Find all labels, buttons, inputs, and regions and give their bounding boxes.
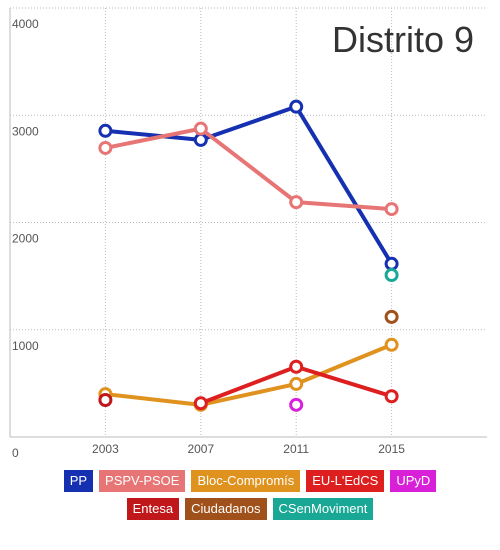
series-line [105, 126, 392, 212]
y-tick-label: 2000 [12, 232, 39, 246]
data-point [193, 121, 208, 136]
data-point [98, 392, 113, 407]
data-point [289, 359, 304, 374]
y-tick-label: 4000 [12, 17, 39, 31]
x-tick-label: 2003 [92, 442, 119, 456]
y-tick-label: 3000 [12, 124, 39, 138]
legend-item[interactable]: UPyD [390, 470, 437, 492]
data-point [193, 396, 208, 411]
legend-item[interactable]: EU-L'EdCS [306, 470, 385, 492]
series-line [105, 342, 393, 407]
y-tick-label: 0 [12, 446, 19, 460]
legend-item[interactable]: PP [63, 470, 94, 492]
data-point [384, 337, 399, 352]
data-point [384, 256, 399, 271]
data-point [289, 376, 304, 391]
data-point [384, 268, 399, 283]
legend-item[interactable]: Ciudadanos [185, 498, 267, 520]
legend-item[interactable]: PSPV-PSOE [99, 470, 186, 492]
chart: Distrito 9 0 1000 2000 3000 4000 2003 2007 2011… [9, 7, 487, 460]
y-tick-label: 1000 [12, 339, 39, 353]
data-point [289, 99, 304, 114]
data-point [384, 309, 399, 324]
x-tick-label: 2007 [187, 442, 214, 456]
chart-title: Distrito 9 [332, 19, 474, 60]
data-point [193, 132, 208, 147]
x-tick-label: 2015 [378, 442, 405, 456]
x-tick-label: 2011 [283, 442, 309, 456]
data-point [98, 123, 113, 138]
legend-item[interactable]: Bloc-Compromís [191, 470, 301, 492]
legend: PP PSPV-PSOE Bloc-Compromís EU-L'EdCS UPyD En… [50, 470, 450, 520]
data-point [384, 202, 399, 217]
data-point [289, 397, 304, 412]
legend-item[interactable]: CSenMoviment [272, 498, 374, 520]
data-point [98, 140, 113, 155]
data-point [384, 389, 399, 404]
data-point [289, 195, 304, 210]
legend-item[interactable]: Entesa [126, 498, 180, 520]
series-line [105, 104, 394, 265]
